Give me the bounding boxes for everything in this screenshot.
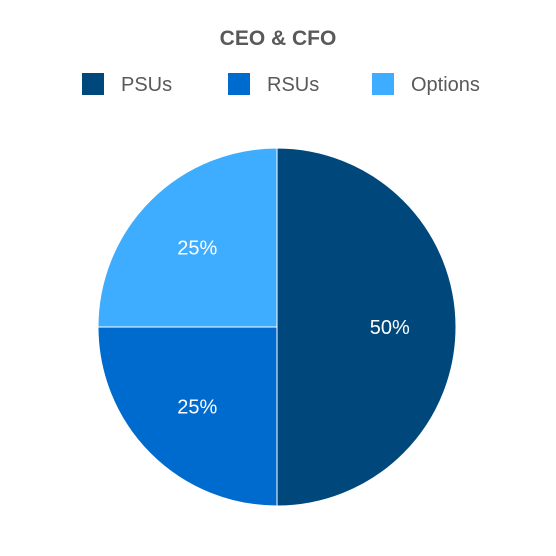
- legend-label-rsus: RSUs: [267, 74, 319, 96]
- slice-label-rsus: 25%: [177, 397, 217, 419]
- pie-slice-rsus: [97, 326, 278, 507]
- pie-slice-options: [97, 147, 278, 328]
- slice-label-options: 25%: [177, 237, 217, 259]
- legend-swatch-psus: [82, 73, 104, 95]
- legend-swatch-options: [372, 73, 394, 95]
- legend-swatch-rsus: [228, 73, 250, 95]
- chart-title: CEO & CFO: [219, 27, 337, 50]
- slice-label-psus: 50%: [370, 317, 410, 339]
- legend-label-options: Options: [411, 74, 480, 96]
- legend-label-psus: PSUs: [121, 74, 172, 96]
- pie-slice-psus: [276, 147, 457, 507]
